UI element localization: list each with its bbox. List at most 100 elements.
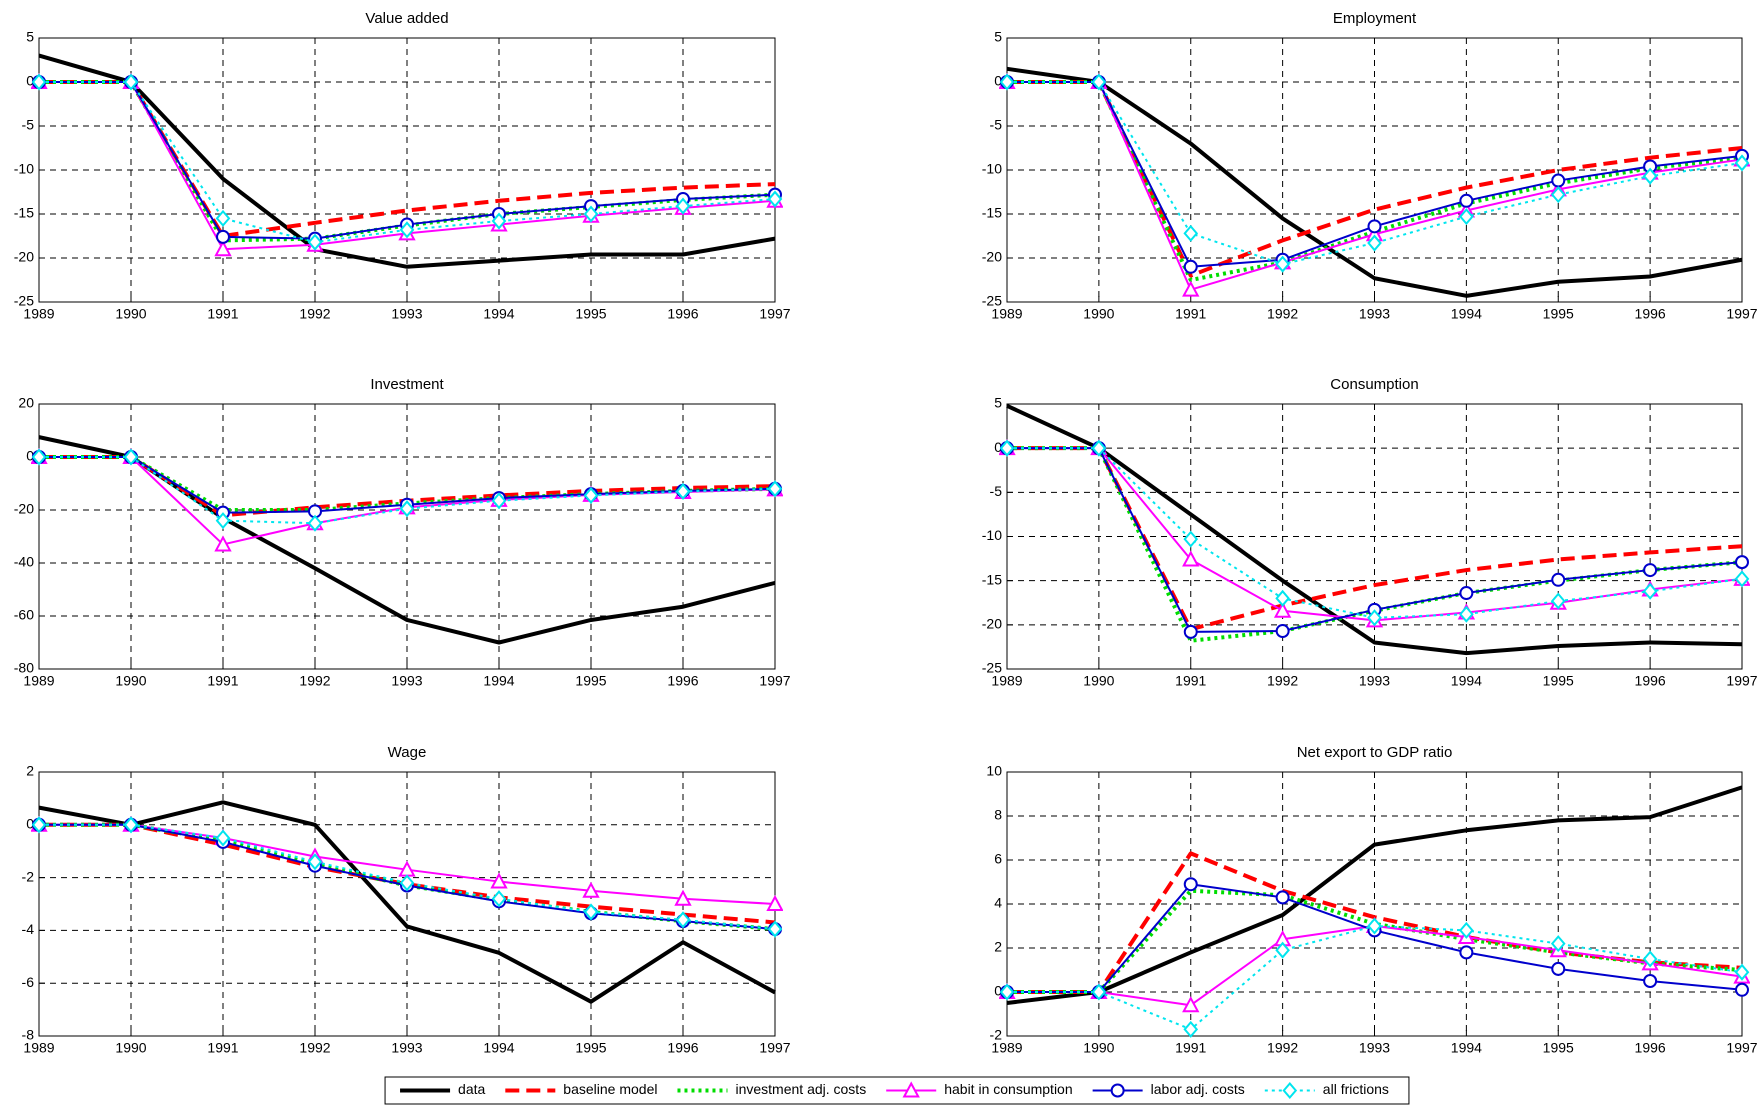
legend-label: data (458, 1081, 485, 1097)
marker (1734, 154, 1750, 172)
x-tick-label: 1997 (759, 306, 790, 322)
x-tick-label: 1994 (483, 306, 514, 322)
marker (1367, 219, 1382, 234)
marker (1183, 259, 1198, 274)
marker (1550, 935, 1566, 953)
marker (1643, 563, 1658, 578)
marker (31, 448, 47, 466)
x-tick-label: 1989 (991, 306, 1022, 322)
x-tick-label: 1991 (1175, 673, 1206, 689)
marker (1275, 890, 1290, 905)
subplot: Employment 1989 1990 1991 1992 1993 1994 1995 19… (982, 10, 1758, 322)
x-tick-label: 1997 (1726, 1040, 1757, 1056)
y-tick-label: 5 (26, 29, 34, 45)
marker (1642, 167, 1658, 185)
y-tick-label: -5 (990, 483, 1003, 499)
x-tick-label: 1990 (1083, 673, 1114, 689)
marker (767, 190, 783, 208)
marker (1551, 961, 1566, 976)
marker (399, 874, 415, 892)
plot-frame (1006, 403, 1743, 670)
x-tick-label: 1997 (759, 673, 790, 689)
y-tick-label: -20 (982, 616, 1002, 632)
y-tick-label: 0 (994, 73, 1002, 89)
x-tick-label: 1994 (483, 673, 514, 689)
marker (675, 197, 691, 215)
marker (1367, 609, 1382, 627)
subplot: Investment 1989 1990 1991 1992 1993 1994 1995 19… (14, 376, 791, 689)
y-tick-label: -25 (14, 293, 34, 309)
marker (1273, 601, 1292, 618)
x-tick-label: 1989 (991, 1040, 1022, 1056)
x-tick-label: 1995 (575, 306, 606, 322)
marker (999, 983, 1015, 1001)
marker (1182, 550, 1200, 567)
marker (214, 240, 232, 257)
marker (583, 903, 599, 921)
x-tick-label: 1989 (23, 1040, 54, 1056)
x-tick-label: 1993 (1359, 1040, 1390, 1056)
marker (1550, 592, 1566, 610)
marker (1459, 605, 1474, 623)
marker (307, 853, 323, 871)
marker (1735, 555, 1749, 570)
marker (491, 212, 507, 230)
marker (999, 439, 1015, 457)
y-tick-label: 0 (26, 816, 34, 832)
legend-label: investment adj. costs (735, 1081, 866, 1097)
y-tick-label: -40 (14, 554, 34, 570)
chart-title: Net export to GDP ratio (1297, 744, 1453, 761)
marker (583, 205, 599, 223)
series-line (1007, 447, 1743, 619)
marker (902, 1081, 920, 1098)
marker (1183, 624, 1198, 639)
y-tick-label: -10 (14, 161, 34, 177)
x-tick-label: 1993 (391, 673, 422, 689)
y-tick-label: 8 (994, 807, 1002, 823)
legend: data baseline model investment adj. costs h… (384, 1076, 1410, 1105)
marker (1110, 1083, 1125, 1098)
y-tick-label: -6 (22, 974, 35, 990)
x-tick-label: 1997 (759, 1040, 790, 1056)
x-tick-label: 1991 (1175, 306, 1206, 322)
series-line (1006, 403, 1743, 656)
x-tick-label: 1994 (1451, 1040, 1482, 1056)
y-tick-label: -25 (982, 293, 1002, 309)
chart-title: Consumption (1330, 376, 1418, 393)
marker (1459, 586, 1474, 601)
marker (399, 500, 415, 518)
marker (215, 829, 231, 847)
marker (766, 894, 783, 911)
y-tick-label: 5 (994, 395, 1002, 411)
x-tick-label: 1996 (1635, 1040, 1666, 1056)
marker (1275, 624, 1290, 639)
x-tick-label: 1996 (667, 1040, 698, 1056)
marker (1642, 950, 1658, 968)
marker (307, 233, 323, 251)
marker (1091, 983, 1107, 1001)
marker (1551, 173, 1566, 188)
y-tick-label: 4 (994, 895, 1002, 911)
x-tick-label: 1990 (1083, 1040, 1114, 1056)
x-tick-label: 1992 (1267, 306, 1298, 322)
plot-area (31, 53, 783, 269)
marker (1182, 280, 1200, 297)
x-tick-label: 1990 (115, 673, 146, 689)
y-tick-label: 6 (994, 851, 1002, 867)
chart-title: Wage (388, 744, 427, 761)
y-tick-label: -20 (14, 249, 34, 265)
y-tick-label: 0 (26, 73, 34, 89)
marker (1091, 73, 1107, 91)
x-tick-label: 1995 (575, 1040, 606, 1056)
marker (1275, 589, 1290, 607)
y-tick-label: 0 (994, 983, 1002, 999)
marker (1459, 945, 1474, 960)
chart-title: Employment (1333, 10, 1417, 27)
x-tick-label: 1992 (299, 673, 330, 689)
marker (583, 486, 599, 504)
legend-label: all frictions (1323, 1081, 1389, 1097)
y-tick-label: -25 (982, 660, 1002, 676)
y-tick-label: 2 (26, 763, 34, 779)
marker (1275, 941, 1290, 959)
